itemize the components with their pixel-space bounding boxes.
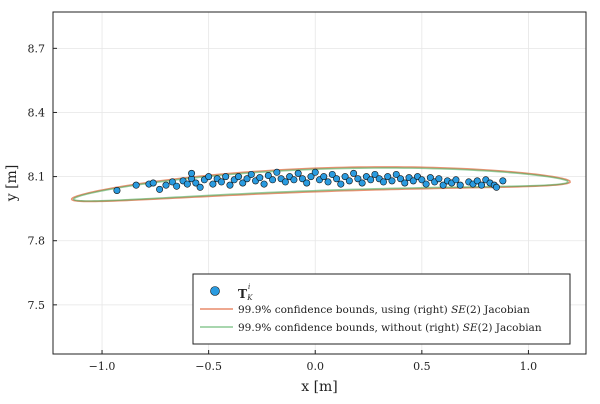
y-tick-label: 8.4 [28,106,46,119]
data-point [247,170,255,178]
axis-ticks: −1.0 −0.5 0.0 0.5 1.0 7.5 7.8 8.1 8.4 8.7 [28,42,538,373]
bound-curve-jacobian [70,166,571,203]
data-point [354,175,362,183]
legend-label-jacobian-math: SE [451,304,466,316]
data-point [439,181,447,189]
data-point [341,173,349,181]
data-point [132,181,140,189]
data-point [205,173,213,181]
data-point [273,168,281,176]
data-point [426,174,434,182]
data-point [333,175,341,183]
y-axis-label: y [m] [4,165,20,203]
data-point [162,181,170,189]
legend-label-jacobian: 99.9% confidence bounds, using (right) S… [238,304,530,316]
data-point [239,179,247,187]
data-point [156,185,164,193]
data-point [256,174,264,182]
data-point [307,173,315,181]
data-point [168,178,176,186]
data-point [324,178,332,186]
legend-label-points-main: T [238,287,247,301]
data-point [379,178,387,186]
data-point [269,176,277,184]
legend: Ti K 99.9% confidence bounds, using (righ… [192,273,571,345]
data-point [303,179,311,187]
legend-marker-points [210,286,220,296]
data-point [113,186,121,194]
data-point [320,173,328,181]
data-point [281,178,289,186]
data-point [183,180,191,188]
data-point [371,170,379,178]
data-point [337,180,345,188]
data-point [328,170,336,178]
data-point [418,176,426,184]
data-point [473,177,481,185]
data-point [260,180,268,188]
data-point [388,177,396,185]
y-tick-label: 7.5 [28,299,46,312]
data-point [492,183,500,191]
plot-frame [52,11,587,355]
data-point [358,179,366,187]
data-point [196,183,204,191]
x-tick-label: −1.0 [89,360,116,373]
data-point [384,173,392,181]
legend-label-points-sup: i [248,283,250,291]
data-point [401,179,409,187]
data-point [188,169,196,177]
data-point [452,176,460,184]
data-point [243,175,251,183]
legend-label-points: Ti K [238,283,253,302]
data-point [226,181,234,189]
data-point [234,173,242,181]
data-point [409,177,417,185]
data-point [350,169,358,177]
data-point [149,179,157,187]
legend-label-no-jacobian-pre: 99.9% confidence bounds, without (right) [238,322,463,334]
data-point [392,170,400,178]
data-point [367,176,375,184]
legend-label-no-jacobian-post: (2) Jacobian [478,322,542,334]
y-tick-label: 7.8 [28,235,46,248]
data-point [173,182,181,190]
data-point [311,168,319,176]
data-point [456,181,464,189]
data-point [217,178,225,186]
data-point [298,175,306,183]
data-point [222,173,230,181]
scatter-points [113,168,507,194]
legend-box [192,273,571,345]
data-point [397,175,405,183]
x-tick-label: 1.0 [520,360,538,373]
data-point [192,179,200,187]
data-point [345,177,353,185]
x-tick-label: 0.0 [306,360,324,373]
data-point [435,175,443,183]
data-point [478,181,486,189]
data-point [422,180,430,188]
y-tick-label: 8.7 [28,42,46,55]
x-tick-label: 0.5 [413,360,431,373]
legend-label-jacobian-post: (2) Jacobian [466,304,530,316]
legend-label-no-jacobian-math: SE [463,322,478,334]
data-point [499,177,507,185]
y-tick-label: 8.1 [28,171,46,184]
data-point [264,172,272,180]
legend-label-points-sub: K [246,294,253,302]
legend-label-no-jacobian: 99.9% confidence bounds, without (right)… [238,322,542,334]
data-point [290,176,298,184]
data-point [294,169,302,177]
data-point [209,180,217,188]
x-axis-label: x [m] [301,379,338,395]
legend-label-jacobian-pre: 99.9% confidence bounds, using (right) [238,304,451,316]
x-tick-label: −0.5 [195,360,222,373]
